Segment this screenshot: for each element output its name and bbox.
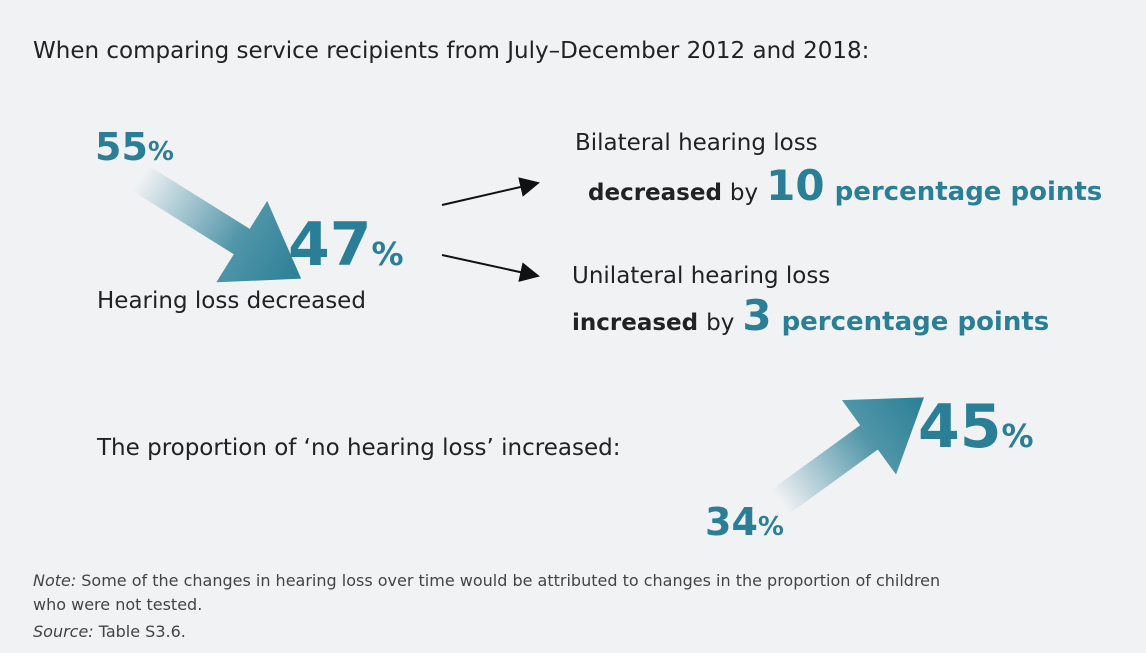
from-value: 55% (95, 125, 174, 169)
to-value: 47% (288, 210, 404, 280)
change-label: Bilateral hearing loss (575, 130, 818, 156)
source: Source: Table S3.6. (33, 622, 186, 641)
hearing-loss-label: Hearing loss decreased (97, 288, 366, 314)
note: who were not tested. (33, 595, 202, 614)
from-value: 34% (705, 500, 784, 544)
change-label: Unilateral hearing loss (572, 263, 830, 289)
no-hearing-loss-label: The proportion of ‘no hearing loss’ incr… (96, 435, 620, 461)
decrease-arrow (132, 165, 302, 283)
change-line: decreased by 10 percentage points (588, 161, 1102, 210)
change-line: increased by 3 percentage points (572, 291, 1049, 340)
increase-arrow (771, 397, 925, 515)
arrow (441, 254, 540, 282)
intro: When comparing service recipients from J… (33, 38, 869, 64)
note: Note: Some of the changes in hearing loss… (33, 571, 940, 590)
arrow (441, 177, 540, 206)
to-value: 45% (918, 392, 1034, 462)
